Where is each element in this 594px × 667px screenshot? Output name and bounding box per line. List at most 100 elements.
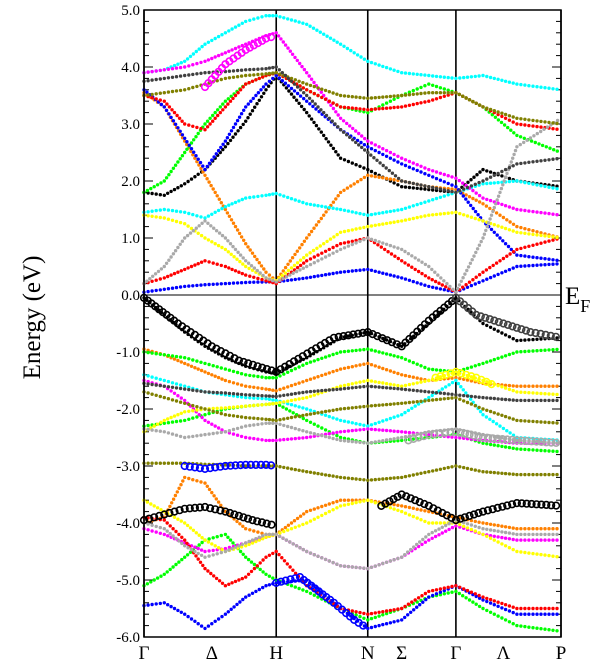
band-point bbox=[177, 560, 181, 564]
band-point bbox=[477, 200, 482, 204]
band-point bbox=[148, 277, 152, 281]
band-point bbox=[173, 493, 178, 498]
band-point bbox=[331, 369, 335, 374]
band-point bbox=[249, 560, 254, 564]
band-point bbox=[267, 574, 272, 578]
band-point bbox=[289, 76, 294, 81]
band-point bbox=[434, 84, 439, 89]
band-point bbox=[177, 116, 182, 121]
band-point bbox=[465, 588, 470, 593]
band-point bbox=[434, 397, 439, 402]
band-point bbox=[240, 21, 244, 25]
band-point bbox=[170, 208, 175, 213]
band-point bbox=[407, 359, 412, 363]
band-point bbox=[293, 415, 297, 419]
band-point bbox=[189, 264, 194, 269]
band-point bbox=[206, 238, 211, 242]
band-point bbox=[145, 188, 150, 193]
band-point bbox=[469, 184, 474, 188]
band-point bbox=[388, 416, 393, 421]
weighted-band-point bbox=[276, 577, 286, 586]
band-point bbox=[419, 215, 423, 219]
band-point bbox=[412, 608, 416, 612]
band-point bbox=[492, 534, 496, 538]
band-point bbox=[346, 240, 351, 244]
band-point bbox=[341, 119, 346, 123]
band-point bbox=[500, 444, 504, 449]
band-point bbox=[338, 105, 343, 109]
band-point bbox=[336, 113, 340, 117]
weighted-band-point bbox=[436, 372, 445, 381]
band-point bbox=[331, 431, 335, 435]
y-tick-labels: 5.04.03.02.01.00.0-1.0-2.0-3.0-4.0-5.0-6… bbox=[116, 3, 140, 646]
band-point bbox=[403, 604, 407, 609]
band-point bbox=[162, 353, 166, 357]
band-point bbox=[301, 390, 305, 395]
band-point bbox=[474, 198, 478, 202]
band-point bbox=[176, 160, 180, 164]
band-point bbox=[496, 535, 500, 539]
band-point bbox=[166, 191, 170, 195]
band-point bbox=[363, 148, 367, 152]
band-point bbox=[191, 284, 195, 288]
band-point bbox=[200, 44, 204, 49]
band-point bbox=[555, 527, 559, 531]
band-point bbox=[223, 205, 228, 209]
band-point bbox=[331, 508, 335, 512]
band-point bbox=[327, 253, 331, 257]
band-point bbox=[320, 433, 324, 438]
band-point bbox=[392, 97, 396, 102]
band-point bbox=[235, 519, 239, 524]
band-point bbox=[512, 131, 516, 135]
band-point bbox=[183, 410, 187, 414]
band-point bbox=[316, 471, 320, 476]
band-point bbox=[527, 228, 531, 232]
band-point bbox=[215, 406, 219, 410]
band-point bbox=[158, 277, 162, 281]
weighted-band-point bbox=[487, 380, 496, 389]
band-point bbox=[239, 74, 244, 78]
band-point bbox=[237, 270, 241, 274]
band-point bbox=[423, 365, 427, 370]
band-point bbox=[446, 211, 450, 215]
band-point bbox=[500, 601, 504, 606]
band-point bbox=[400, 438, 404, 443]
band-point bbox=[213, 544, 217, 548]
band-point bbox=[555, 213, 559, 217]
band-point bbox=[286, 402, 290, 406]
band-point bbox=[377, 365, 381, 369]
band-point bbox=[543, 158, 547, 162]
band-point bbox=[485, 177, 489, 181]
band-point bbox=[485, 527, 489, 531]
band-point bbox=[150, 289, 154, 293]
band-point bbox=[485, 169, 489, 173]
band-point bbox=[174, 354, 179, 359]
band-point bbox=[438, 587, 443, 591]
band-point bbox=[507, 179, 512, 184]
band-point bbox=[507, 398, 512, 402]
band-point bbox=[427, 185, 431, 189]
band-point bbox=[500, 174, 504, 178]
band-point bbox=[264, 532, 268, 537]
band-point bbox=[324, 137, 328, 141]
band-point bbox=[247, 81, 251, 85]
band-point bbox=[171, 252, 176, 256]
band-point bbox=[499, 186, 504, 191]
band-point bbox=[241, 262, 245, 266]
band-point bbox=[235, 118, 240, 123]
band-point bbox=[488, 470, 493, 474]
band-point bbox=[180, 557, 184, 562]
band-point bbox=[511, 229, 515, 233]
band-point bbox=[167, 105, 172, 109]
band-point bbox=[434, 286, 439, 290]
band-point bbox=[488, 275, 493, 280]
band-point bbox=[450, 514, 454, 519]
band-point bbox=[515, 606, 519, 611]
band-point bbox=[547, 392, 551, 396]
band-point bbox=[427, 276, 431, 280]
band-point bbox=[396, 371, 400, 376]
band-point bbox=[531, 398, 535, 403]
band-point bbox=[150, 69, 154, 74]
band-point bbox=[450, 525, 455, 530]
band-point bbox=[151, 274, 155, 278]
